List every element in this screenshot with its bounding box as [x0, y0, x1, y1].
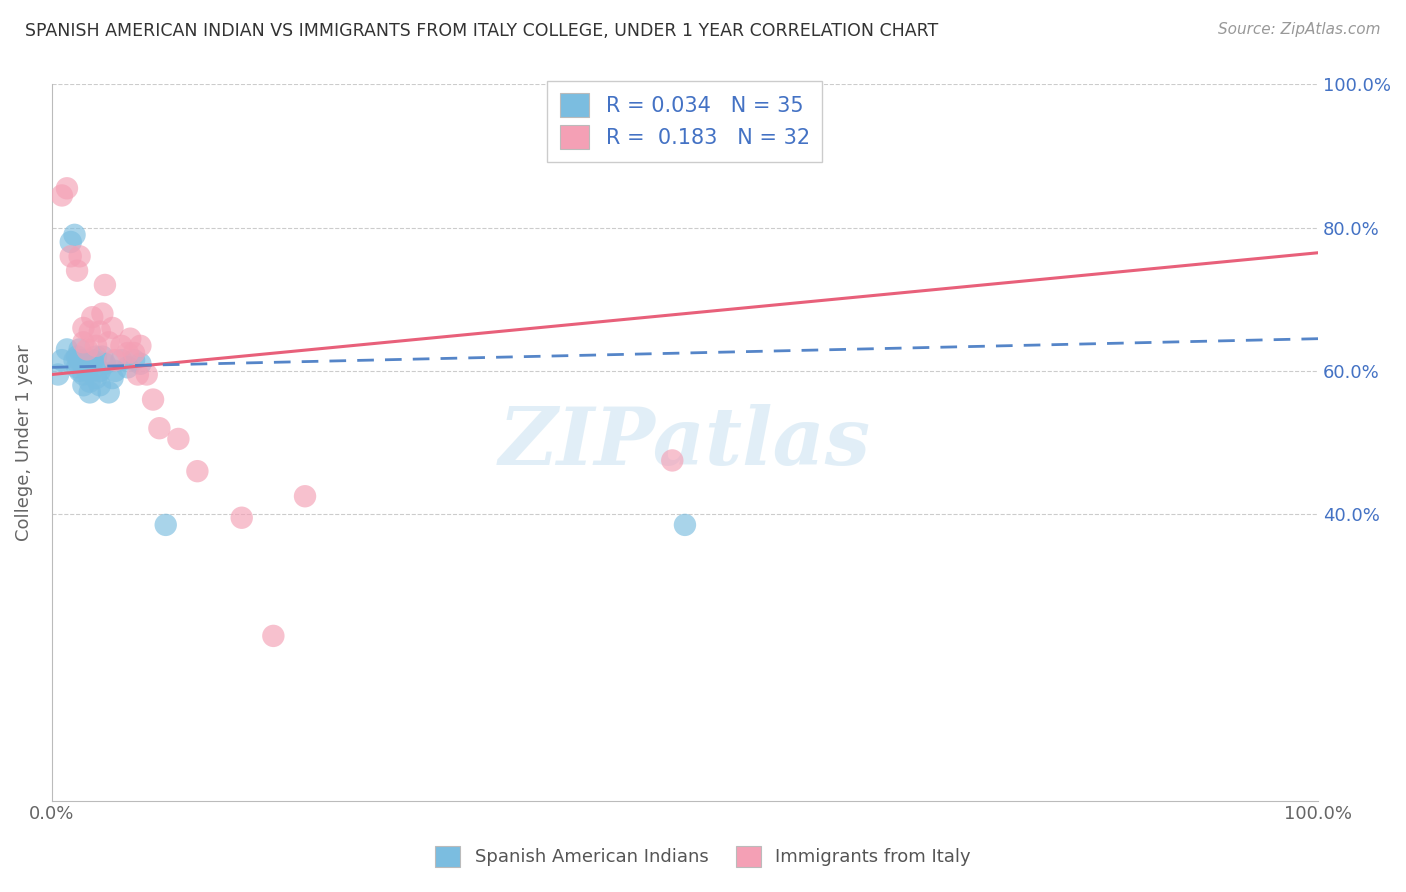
Point	[59, 249, 82, 263]
Point	[79, 325, 101, 339]
Point	[97, 385, 120, 400]
Point	[97, 335, 120, 350]
Point	[91, 307, 114, 321]
Point	[76, 343, 98, 357]
Point	[110, 339, 132, 353]
Legend: Spanish American Indians, Immigrants from Italy: Spanish American Indians, Immigrants fro…	[427, 838, 979, 874]
Point	[661, 453, 683, 467]
Point	[69, 343, 91, 357]
Text: SPANISH AMERICAN INDIAN VS IMMIGRANTS FROM ITALY COLLEGE, UNDER 1 YEAR CORRELATI: SPANISH AMERICAN INDIAN VS IMMIGRANTS FR…	[25, 22, 939, 40]
Point	[59, 235, 82, 249]
Point	[76, 364, 98, 378]
Point	[148, 421, 170, 435]
Point	[101, 321, 124, 335]
Point	[66, 350, 89, 364]
Point	[673, 517, 696, 532]
Point	[89, 325, 111, 339]
Point	[72, 378, 94, 392]
Point	[129, 339, 152, 353]
Point	[63, 227, 86, 242]
Point	[104, 353, 127, 368]
Point	[66, 360, 89, 375]
Point	[110, 353, 132, 368]
Point	[142, 392, 165, 407]
Point	[56, 181, 79, 195]
Point	[84, 371, 107, 385]
Point	[89, 364, 111, 378]
Point	[127, 368, 149, 382]
Point	[135, 368, 157, 382]
Point	[84, 350, 107, 364]
Point	[84, 339, 107, 353]
Point	[82, 353, 104, 368]
Point	[129, 357, 152, 371]
Point	[94, 357, 117, 371]
Point	[51, 188, 73, 202]
Point	[69, 364, 91, 378]
Point	[69, 249, 91, 263]
Point	[79, 385, 101, 400]
Point	[66, 263, 89, 277]
Point	[72, 335, 94, 350]
Point	[72, 357, 94, 371]
Y-axis label: College, Under 1 year: College, Under 1 year	[15, 344, 32, 541]
Point	[46, 368, 69, 382]
Point	[167, 432, 190, 446]
Legend: R = 0.034   N = 35, R =  0.183   N = 32: R = 0.034 N = 35, R = 0.183 N = 32	[547, 80, 823, 162]
Point	[89, 378, 111, 392]
Point	[231, 510, 253, 524]
Point	[91, 350, 114, 364]
Text: Source: ZipAtlas.com: Source: ZipAtlas.com	[1218, 22, 1381, 37]
Point	[69, 353, 91, 368]
Point	[72, 321, 94, 335]
Point	[122, 353, 145, 368]
Point	[56, 343, 79, 357]
Point	[186, 464, 208, 478]
Point	[120, 332, 142, 346]
Point	[101, 371, 124, 385]
Point	[94, 277, 117, 292]
Point	[117, 346, 139, 360]
Point	[155, 517, 177, 532]
Point	[82, 364, 104, 378]
Point	[72, 368, 94, 382]
Point	[122, 346, 145, 360]
Text: ZIPatlas: ZIPatlas	[499, 404, 870, 482]
Point	[294, 489, 316, 503]
Point	[51, 353, 73, 368]
Point	[262, 629, 284, 643]
Point	[82, 310, 104, 325]
Point	[79, 375, 101, 389]
Point	[104, 364, 127, 378]
Point	[117, 360, 139, 375]
Point	[63, 353, 86, 368]
Point	[76, 353, 98, 368]
